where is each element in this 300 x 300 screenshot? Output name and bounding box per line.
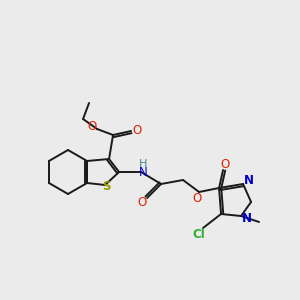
Text: O: O <box>132 124 142 136</box>
Text: Cl: Cl <box>193 227 206 241</box>
Text: N: N <box>244 175 254 188</box>
Text: O: O <box>137 196 147 209</box>
Text: O: O <box>87 119 97 133</box>
Text: H: H <box>139 159 147 169</box>
Text: N: N <box>139 167 147 179</box>
Text: O: O <box>220 158 230 170</box>
Text: O: O <box>192 193 202 206</box>
Text: N: N <box>242 212 252 224</box>
Text: S: S <box>102 179 110 193</box>
